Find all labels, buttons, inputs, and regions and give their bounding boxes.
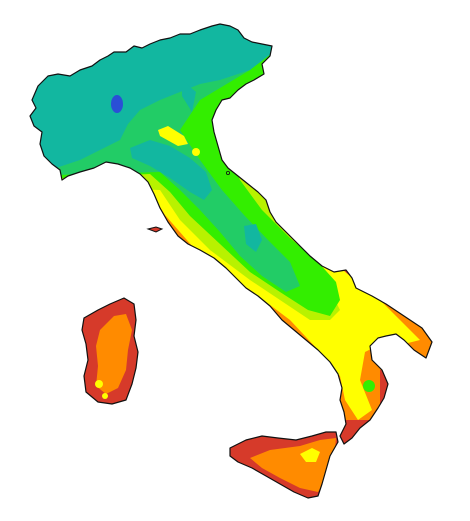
sicily [230, 432, 338, 498]
zone-deep-alps-spot [111, 95, 123, 113]
sicily-zone-5 [300, 448, 320, 462]
small-island [225, 170, 230, 175]
italy-mainland-outline [29, 23, 433, 445]
zone-1-ridge-patch [182, 80, 196, 112]
elba-island [146, 226, 164, 233]
sardinia-zone-5-dot-a [95, 380, 103, 388]
sardinia-outline [81, 297, 139, 405]
zone-3-calabria-spot [363, 380, 375, 392]
zone-1-valley-patch [130, 140, 212, 200]
sardinia [82, 298, 138, 404]
sardinia-zone-6 [96, 314, 132, 394]
sicily-outline [229, 431, 339, 499]
zone-5-po-patch [158, 126, 188, 146]
zone-5-po-dot [192, 148, 200, 156]
zone-1-apennine-patch [244, 224, 262, 252]
sardinia-zone-5-dot-b [102, 393, 108, 399]
